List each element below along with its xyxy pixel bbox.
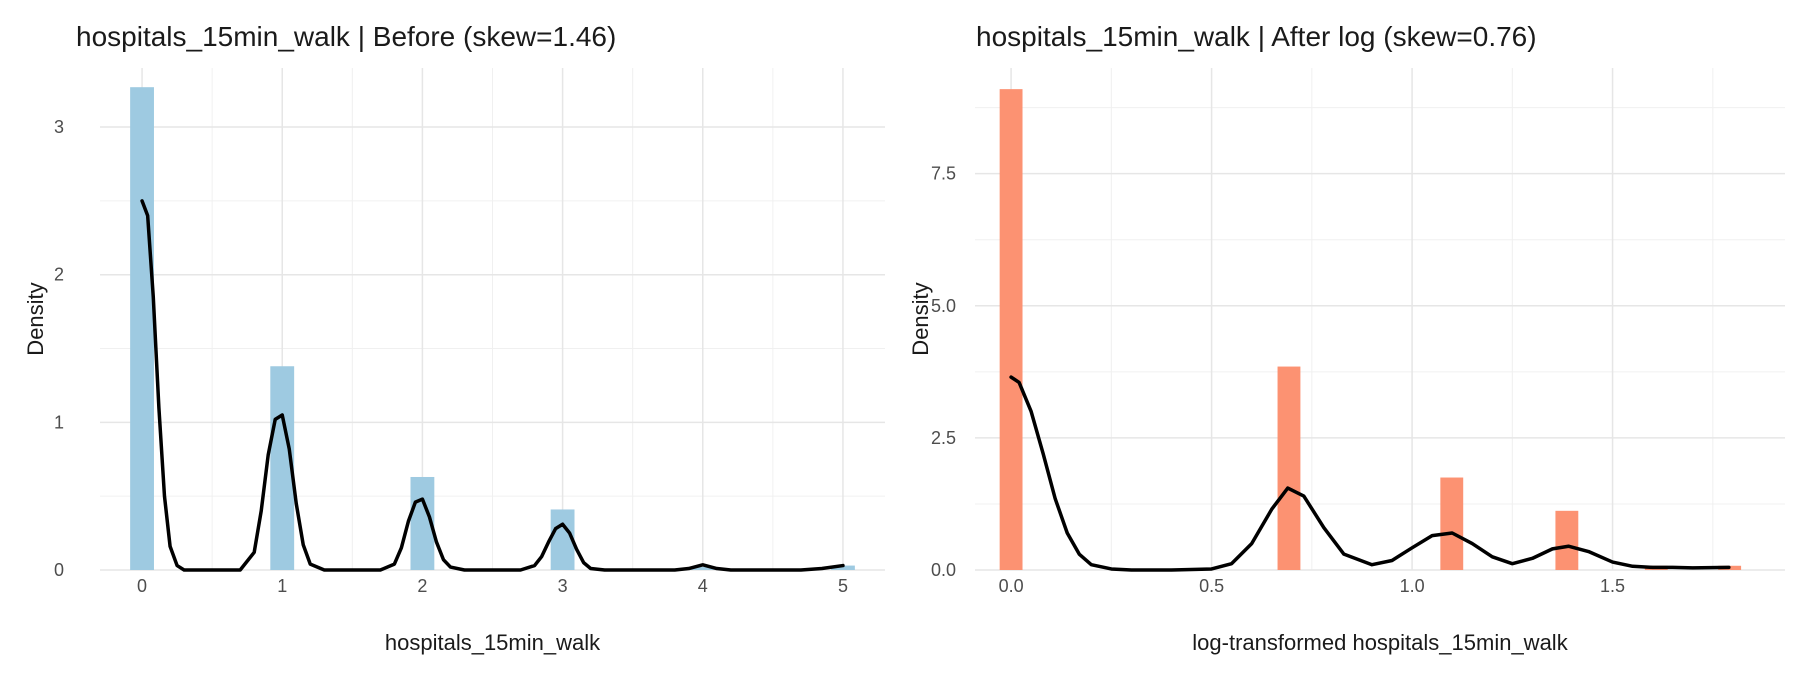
grid — [975, 68, 1785, 571]
histogram-bar — [999, 89, 1023, 570]
x-tick-label: 1.0 — [1400, 576, 1425, 596]
density-curve — [140, 199, 845, 572]
bars — [999, 89, 1742, 570]
y-tick-label: 7.5 — [931, 164, 956, 184]
histogram-bar — [831, 565, 855, 570]
histogram-bar — [550, 509, 575, 570]
y-tick-label: 3 — [54, 117, 64, 137]
x-axis-label: log-transformed hospitals_15min_walk — [1192, 630, 1568, 655]
y-axis-label: Density — [908, 282, 933, 355]
x-tick-label: 0.5 — [1199, 576, 1224, 596]
x-tick-label: 1 — [277, 576, 287, 596]
y-tick-label: 2.5 — [931, 428, 956, 448]
grid — [100, 68, 885, 571]
histogram-bar — [1277, 366, 1301, 570]
tick-labels: 0.0 0.5 1.0 1.5 0.0 2.5 5.0 7.5 — [931, 164, 1625, 596]
histogram-bar — [690, 567, 715, 570]
y-tick-label: 5.0 — [931, 296, 956, 316]
x-tick-label: 3 — [558, 576, 568, 596]
histogram-bar — [130, 87, 154, 570]
tick-labels: 0 1 2 3 4 5 0 1 2 3 — [54, 117, 848, 596]
y-tick-label: 0 — [54, 560, 64, 580]
x-tick-label: 0.0 — [999, 576, 1024, 596]
chart-panel-1: 0 1 2 3 4 5 0 1 2 3 hospitals_15min_walk | Before … — [23, 21, 885, 655]
x-tick-label: 4 — [698, 576, 708, 596]
x-tick-label: 2 — [417, 576, 427, 596]
x-tick-label: 0 — [137, 576, 147, 596]
x-tick-label: 1.5 — [1600, 576, 1625, 596]
y-tick-label: 1 — [54, 412, 64, 432]
histogram-bar — [1555, 510, 1579, 570]
y-tick-label: 2 — [54, 265, 64, 285]
y-axis-label: Density — [23, 282, 48, 355]
x-tick-label: 5 — [838, 576, 848, 596]
chart-title: hospitals_15min_walk | Before (skew=1.46… — [76, 21, 616, 52]
histogram-bar — [1440, 477, 1464, 570]
x-axis-label: hospitals_15min_walk — [385, 630, 601, 655]
chart-panel-2: 0.0 0.5 1.0 1.5 0.0 2.5 5.0 7.5 hospitals_15min_… — [908, 21, 1785, 655]
density-curve — [1009, 375, 1731, 572]
chart-title: hospitals_15min_walk | After log (skew=0… — [976, 21, 1537, 52]
y-tick-label: 0.0 — [931, 560, 956, 580]
